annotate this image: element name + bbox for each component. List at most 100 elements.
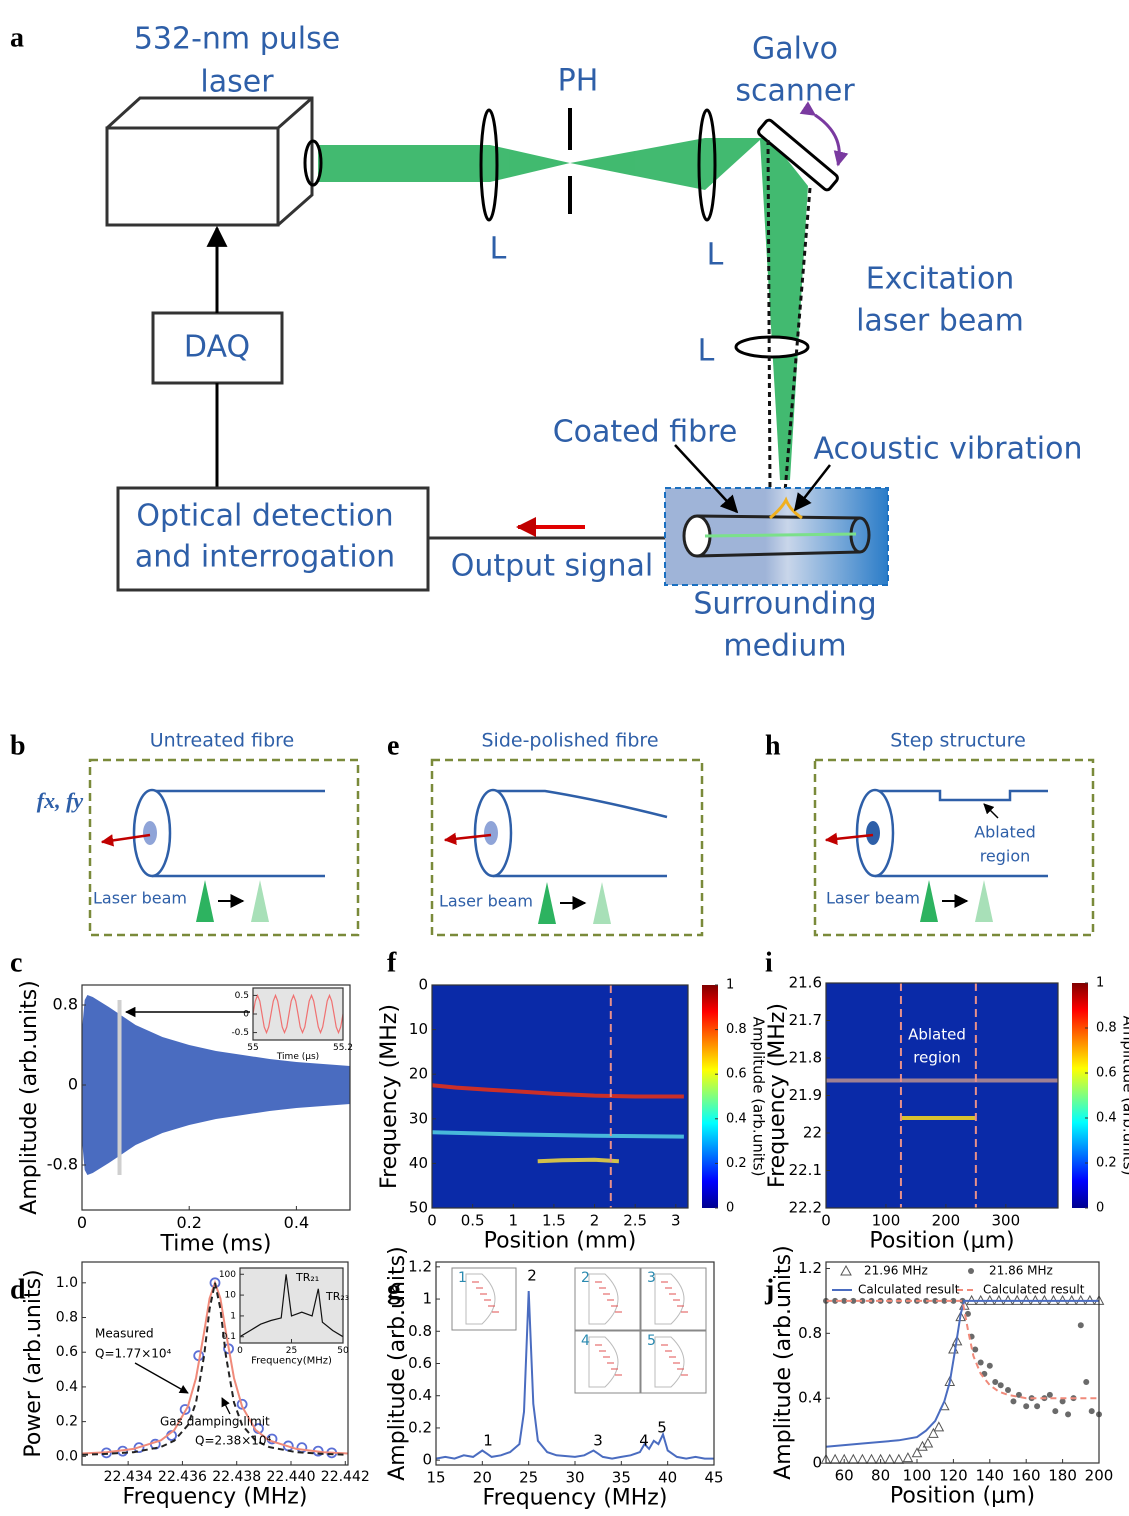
colorbar-tick-label: 0.8 (726, 1022, 747, 1037)
y-axis-title: Power (arb.units) (21, 1269, 46, 1457)
force-arrow (100, 833, 151, 847)
point (932, 1297, 939, 1304)
label: region (980, 847, 1031, 866)
annotation: Q=1.77×10⁴ (95, 1347, 172, 1361)
x-axis-title: Position (μm) (869, 1229, 1014, 1254)
peak-label: 2 (527, 1267, 537, 1285)
x-axis-title: Position (μm) (890, 1484, 1035, 1509)
mode-shape (588, 1273, 619, 1325)
colorbar-tick-label: 1 (1096, 976, 1104, 991)
legend-label: 21.96 MHz (864, 1264, 928, 1278)
y-tick-label: 1 (230, 1311, 236, 1321)
y-tick-label: 10 (409, 1020, 428, 1038)
fibre (696, 514, 861, 558)
label: scanner (735, 74, 855, 109)
arrow (221, 1397, 231, 1415)
inset-background (240, 1268, 343, 1343)
signal-area (82, 995, 350, 1085)
colorbar-tick-label: 0.8 (1096, 1021, 1117, 1036)
annotation: region (913, 1049, 960, 1067)
x-tick-label: 100 (872, 1211, 901, 1229)
selection (117, 1000, 122, 1175)
label: Galvo (752, 32, 838, 67)
mode-inset (574, 1330, 641, 1394)
point (1046, 1391, 1053, 1398)
fibre (152, 789, 325, 878)
plot: 60 80 100 120 140 160 180 200 0 0.4 0.8 1.2 Position… (771, 1245, 1113, 1508)
y-tick-label: 0.6 (408, 1354, 432, 1372)
vibration (769, 496, 803, 520)
x-tick-label: 20 (473, 1468, 492, 1486)
panel-label: g (387, 1274, 401, 1305)
mode-label: 2 (581, 1270, 590, 1286)
x-tick-label: 22.440 (267, 1469, 316, 1485)
panel-label: c (10, 947, 22, 978)
mode-shape (465, 1273, 496, 1325)
label: Optical detection (136, 499, 393, 534)
scan-arrow (799, 101, 849, 167)
panel-label: d (10, 1274, 26, 1305)
point (1052, 1408, 1059, 1415)
annotation: Measured (95, 1327, 154, 1341)
beam (318, 138, 808, 480)
mode-shape (654, 1273, 685, 1325)
point (950, 1297, 957, 1304)
y-tick-label: 0.4 (408, 1386, 432, 1404)
x-tick-label: 0 (821, 1211, 831, 1229)
fibre (875, 789, 1048, 878)
data-layer (252, 988, 344, 1040)
x-tick-label: 35 (612, 1468, 631, 1486)
label: L (698, 334, 715, 369)
mode-inset (640, 1267, 707, 1331)
ridge (431, 1130, 684, 1139)
point (850, 1297, 857, 1304)
label: DAQ (184, 330, 250, 365)
series-line (81, 1282, 349, 1456)
point (1010, 1398, 1017, 1405)
data-layer (239, 1268, 344, 1343)
core (484, 821, 498, 845)
frame (430, 758, 704, 937)
plot-frame (81, 1261, 349, 1466)
y-tick-label: 22 (803, 1124, 822, 1142)
point (922, 1437, 934, 1448)
plot: 0 25 50 0.1 1 10 100 Frequency(MHz) TR₂₁ TR₂₃ (219, 1267, 349, 1367)
x-tick-label: 22.436 (158, 1469, 207, 1485)
frame (88, 758, 360, 937)
laser-aperture (303, 139, 323, 187)
point (986, 1362, 993, 1369)
beam (975, 880, 993, 922)
fibre (493, 789, 668, 878)
point (1059, 1398, 1066, 1405)
x-tick-label: 2.5 (623, 1211, 647, 1229)
x-tick-label: 15 (426, 1468, 445, 1486)
colorbar (1072, 983, 1088, 1208)
y-tick-label: 1.2 (798, 1259, 822, 1277)
heatmap-background (826, 983, 1058, 1208)
panel-label: i (765, 947, 773, 978)
plot: 55 55.2 -0.5 0 0.5 Time (μs) (231, 987, 353, 1062)
x-tick-label: 25 (286, 1346, 297, 1356)
y-tick-label: 1 (422, 1290, 432, 1308)
y-tick-label: 0.1 (222, 1332, 236, 1342)
colorbar-title: Amplitude (arb.units) (750, 1017, 768, 1177)
label: 532-nm pulse (134, 22, 340, 57)
y-tick-label: 22.1 (789, 1161, 822, 1179)
y-tick-label: 0.5 (235, 991, 249, 1001)
x-tick-label: 55.2 (333, 1043, 353, 1053)
x-tick-label: 55 (247, 1043, 258, 1053)
mode-inset (574, 1267, 641, 1331)
point (1023, 1403, 1030, 1410)
panel-label: b (10, 730, 26, 761)
mode-label: 1 (458, 1270, 467, 1286)
peak-label: TR₂₃ (325, 1290, 349, 1303)
y-tick-label: 0.0 (56, 1448, 78, 1464)
point (179, 1404, 191, 1415)
beam (251, 880, 269, 922)
annotation: Ablated (908, 1026, 966, 1044)
laser-box-side (105, 96, 314, 227)
label: Coated fibre (553, 415, 738, 450)
label: Excitation (866, 262, 1015, 297)
x-tick-label: 0 (77, 1213, 87, 1232)
point (972, 1346, 979, 1353)
